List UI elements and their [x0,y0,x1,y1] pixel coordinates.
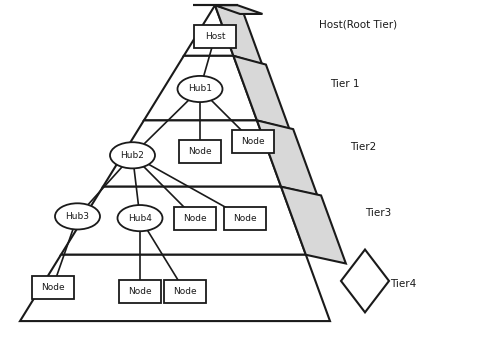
Ellipse shape [110,142,155,168]
Polygon shape [215,5,262,14]
Polygon shape [281,187,346,263]
Text: Tier2: Tier2 [350,142,376,151]
Text: Hub3: Hub3 [66,212,90,221]
Polygon shape [184,5,234,56]
Polygon shape [144,56,257,120]
Polygon shape [234,56,289,129]
FancyBboxPatch shape [164,280,206,303]
Text: Hub1: Hub1 [188,84,212,94]
Ellipse shape [178,76,222,102]
Text: Hub2: Hub2 [120,151,144,160]
Ellipse shape [55,203,100,230]
FancyBboxPatch shape [32,276,74,299]
FancyBboxPatch shape [119,280,161,303]
Text: Node: Node [183,214,207,223]
FancyBboxPatch shape [232,130,274,153]
Text: Node: Node [188,147,212,156]
Text: Host: Host [205,32,225,41]
Polygon shape [341,250,389,312]
Polygon shape [103,120,281,187]
Ellipse shape [118,205,162,231]
Text: Tier3: Tier3 [365,208,391,218]
Text: Hub4: Hub4 [128,214,152,223]
Text: Tier 1: Tier 1 [330,79,360,89]
Polygon shape [215,5,262,65]
Polygon shape [20,255,330,321]
FancyBboxPatch shape [174,207,216,230]
Text: Tier4: Tier4 [390,280,416,289]
Polygon shape [61,187,306,255]
Text: Node: Node [128,287,152,296]
Text: Node: Node [233,214,257,223]
FancyBboxPatch shape [194,25,236,48]
Text: Node: Node [173,287,197,296]
Text: Node: Node [40,283,64,292]
Polygon shape [257,120,318,195]
Text: Node: Node [240,137,264,146]
FancyBboxPatch shape [179,140,221,163]
Text: Host(Root Tier): Host(Root Tier) [319,20,397,29]
FancyBboxPatch shape [224,207,266,230]
